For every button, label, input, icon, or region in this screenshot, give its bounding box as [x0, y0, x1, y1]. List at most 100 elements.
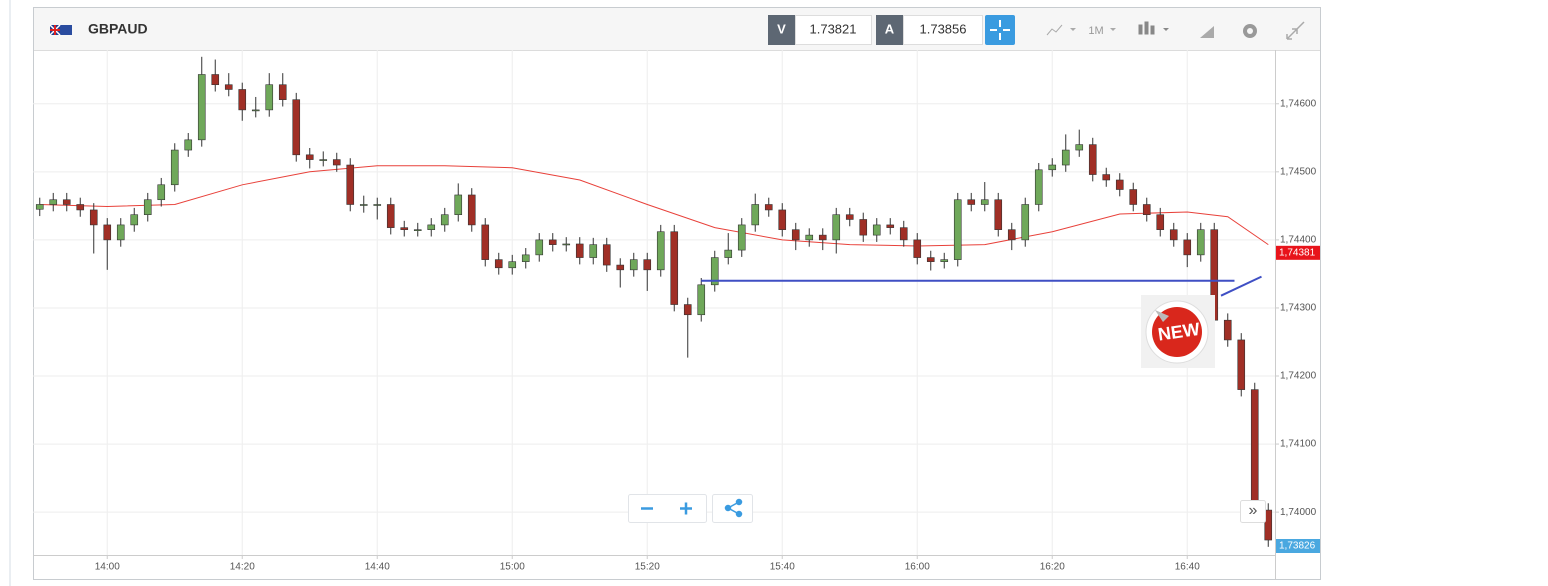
candle-body — [791, 229, 800, 241]
candle-body — [1223, 319, 1232, 341]
candle-body — [157, 184, 166, 201]
scroll-button-label: » — [1249, 502, 1258, 519]
candle-body — [1075, 144, 1084, 151]
ask-box[interactable] — [876, 15, 903, 45]
crosshair-button[interactable] — [985, 15, 1015, 45]
price-tag — [1276, 539, 1320, 553]
candle-body — [197, 74, 206, 141]
chart-type-button[interactable] — [1046, 24, 1076, 36]
candle-body — [508, 261, 517, 269]
candle-body — [1156, 214, 1165, 230]
candle-body — [940, 259, 949, 262]
candle-body — [967, 199, 976, 205]
y-tick-label: 1,74400 — [1280, 235, 1317, 246]
candle-body — [616, 264, 625, 271]
overlay: 1,74000 1,74100 1,74200 1,74300 1,74400 1,745… — [95, 98, 1320, 573]
candle-body — [548, 239, 557, 245]
x-tick-label: 16:00 — [905, 562, 930, 573]
candle-body — [899, 227, 908, 241]
candle-body — [103, 224, 112, 241]
x-tick-label: 16:20 — [1040, 562, 1065, 573]
candle-body — [292, 99, 301, 156]
y-tick-label: 1,74500 — [1280, 166, 1317, 177]
share-box — [712, 494, 753, 523]
candle-body — [440, 214, 449, 226]
candle-body — [305, 154, 314, 160]
candle-body — [1169, 229, 1178, 241]
candle-body — [1142, 204, 1151, 216]
candle-body — [62, 199, 71, 205]
candle-body — [1088, 144, 1097, 175]
candle-body — [751, 204, 760, 226]
share-button[interactable] — [724, 498, 743, 518]
x-tick-label: 14:00 — [95, 562, 120, 573]
x-tick-label: 14:40 — [365, 562, 390, 573]
x-tick-label: 16:40 — [1175, 562, 1200, 573]
y-tick-label: 1,74200 — [1280, 371, 1317, 382]
candle-body — [467, 194, 476, 226]
candle-body — [49, 199, 58, 205]
bid-box[interactable] — [768, 15, 795, 45]
candle-body — [346, 164, 355, 205]
symbol: GBPAUD — [88, 21, 148, 37]
candle-body — [953, 199, 962, 260]
candle-body — [373, 204, 382, 206]
candle-body — [170, 149, 179, 186]
candle-body — [224, 84, 233, 90]
ask-price: 1.73856 — [920, 21, 967, 36]
candle-body — [494, 259, 503, 269]
fullscreen-button[interactable] — [1286, 21, 1305, 40]
zoom-in-button[interactable] — [680, 502, 692, 515]
candle-body — [35, 204, 44, 210]
candle-body — [818, 234, 827, 241]
candle-body — [562, 243, 571, 246]
candle-body — [1102, 174, 1111, 181]
candle-body — [575, 243, 584, 258]
candle-body — [859, 219, 868, 236]
candle-body — [130, 214, 139, 226]
candle-body — [535, 239, 544, 256]
candle-body — [1048, 164, 1057, 171]
candle-body — [1115, 179, 1124, 190]
price-tag-label: 1,74381 — [1279, 247, 1316, 258]
x-tick-label: 14:20 — [230, 562, 255, 573]
candle-body — [481, 224, 490, 260]
candle-body — [332, 159, 341, 166]
x-tick-label: 15:40 — [770, 562, 795, 573]
candle-body — [926, 257, 935, 262]
trend-line — [1220, 275, 1262, 297]
candle-body — [278, 84, 287, 100]
candle-body — [211, 74, 220, 86]
y-tick-label: 1,74600 — [1280, 98, 1317, 109]
candle-body — [184, 139, 193, 151]
candle-body — [143, 199, 152, 216]
candle-body — [1237, 339, 1246, 390]
candle-type-button[interactable] — [1138, 21, 1169, 35]
x-tick-label: 15:20 — [635, 562, 660, 573]
price-tag-label: 1,73826 — [1279, 541, 1316, 552]
drawing-tools-button[interactable] — [1200, 26, 1214, 38]
candle-body — [656, 231, 665, 271]
candle-body — [670, 231, 679, 305]
scroll-button[interactable] — [1240, 500, 1266, 523]
candle-body — [832, 214, 841, 241]
candle-body — [427, 224, 436, 230]
candle-body — [386, 204, 395, 228]
candle-body — [454, 194, 463, 216]
candle-body — [778, 209, 787, 230]
zoom-controls — [628, 494, 753, 523]
ask-label: A — [885, 21, 895, 36]
candle-body — [319, 159, 328, 161]
candle-body — [1061, 149, 1070, 166]
candle-body — [1196, 229, 1205, 256]
candle-body — [1034, 169, 1043, 205]
x-tick-label: 15:00 — [500, 562, 525, 573]
candle-body — [521, 254, 530, 262]
candle-body — [413, 229, 422, 231]
candle-body — [737, 224, 746, 251]
candle-body — [1264, 509, 1273, 541]
timeframe[interactable]: 1M — [1088, 25, 1103, 37]
candle-body — [643, 259, 652, 271]
candle-body — [629, 259, 638, 271]
